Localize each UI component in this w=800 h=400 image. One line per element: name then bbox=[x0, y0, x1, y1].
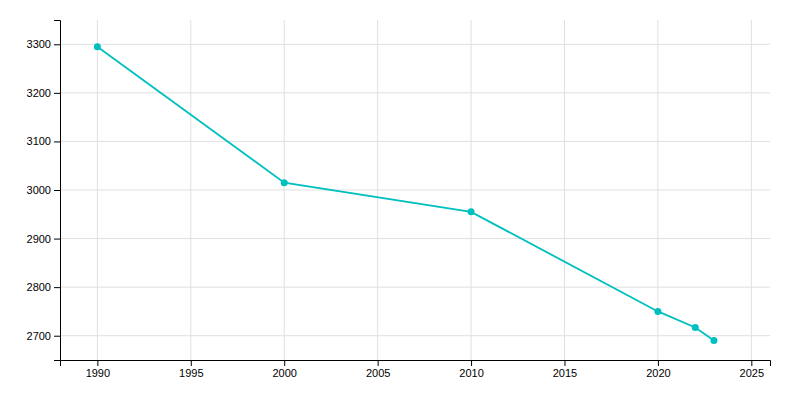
tick: 2900 bbox=[27, 233, 60, 245]
tick: 3300 bbox=[27, 38, 60, 50]
tick: 3000 bbox=[27, 184, 60, 196]
y-axis: 2700 2800 2900 3000 3100 3200 3300 bbox=[27, 21, 61, 361]
tick-label: 2000 bbox=[272, 367, 296, 379]
tick-label: 2900 bbox=[27, 233, 51, 245]
tick-label: 2025 bbox=[740, 367, 764, 379]
x-axis: 1990 1995 2000 2005 2010 2015 2020 2025 bbox=[61, 360, 771, 379]
tick-mark bbox=[751, 360, 752, 366]
tick-mark bbox=[471, 360, 472, 366]
tick: 2010 bbox=[459, 360, 483, 379]
tick-mark bbox=[54, 141, 60, 142]
point bbox=[692, 324, 699, 331]
tick: 1990 bbox=[86, 360, 110, 379]
tick-label: 2020 bbox=[646, 367, 670, 379]
plot-area bbox=[94, 43, 718, 344]
axis-line bbox=[61, 361, 771, 367]
tick-mark bbox=[54, 336, 60, 337]
grid-line bbox=[60, 92, 770, 93]
grid bbox=[60, 20, 770, 360]
point bbox=[94, 43, 101, 50]
grid-line bbox=[60, 335, 770, 336]
line bbox=[97, 47, 714, 341]
grid-line bbox=[60, 141, 770, 142]
tick: 2800 bbox=[27, 281, 60, 293]
tick: 2020 bbox=[646, 360, 670, 379]
grid-line bbox=[60, 287, 770, 288]
point bbox=[468, 208, 475, 215]
tick: 2015 bbox=[553, 360, 577, 379]
tick-label: 3200 bbox=[27, 87, 51, 99]
tick: 3200 bbox=[27, 87, 60, 99]
tick-label: 3300 bbox=[27, 38, 51, 50]
tick-label: 1990 bbox=[86, 367, 110, 379]
tick-label: 1995 bbox=[179, 367, 203, 379]
tick-mark bbox=[191, 360, 192, 366]
tick: 3100 bbox=[27, 135, 60, 147]
tick-mark bbox=[97, 360, 98, 366]
tick-mark bbox=[564, 360, 565, 366]
tick: 2025 bbox=[740, 360, 764, 379]
tick: 2700 bbox=[27, 330, 60, 342]
grid-line bbox=[60, 238, 770, 239]
grid-line bbox=[60, 44, 770, 45]
point bbox=[710, 337, 717, 344]
tick-label: 2800 bbox=[27, 281, 51, 293]
grid-line bbox=[60, 190, 770, 191]
tick-label: 2700 bbox=[27, 330, 51, 342]
tick-label: 2005 bbox=[366, 367, 390, 379]
tick: 1995 bbox=[179, 360, 203, 379]
tick-label: 2010 bbox=[459, 367, 483, 379]
tick-mark bbox=[54, 239, 60, 240]
chart: 1990 1995 2000 2005 2010 2015 2020 2025 2700 2800… bbox=[0, 0, 800, 400]
tick-mark bbox=[658, 360, 659, 366]
tick-mark bbox=[284, 360, 285, 366]
tick-label: 2015 bbox=[553, 367, 577, 379]
tick: 2005 bbox=[366, 360, 390, 379]
axis-line bbox=[54, 21, 61, 361]
tick-label: 3100 bbox=[27, 135, 51, 147]
point bbox=[281, 179, 288, 186]
tick-mark bbox=[54, 287, 60, 288]
tick-mark bbox=[378, 360, 379, 366]
tick-label: 3000 bbox=[27, 184, 51, 196]
point bbox=[654, 308, 661, 315]
tick-mark bbox=[54, 190, 60, 191]
tick-mark bbox=[54, 93, 60, 94]
tick-mark bbox=[54, 44, 60, 45]
tick: 2000 bbox=[272, 360, 296, 379]
